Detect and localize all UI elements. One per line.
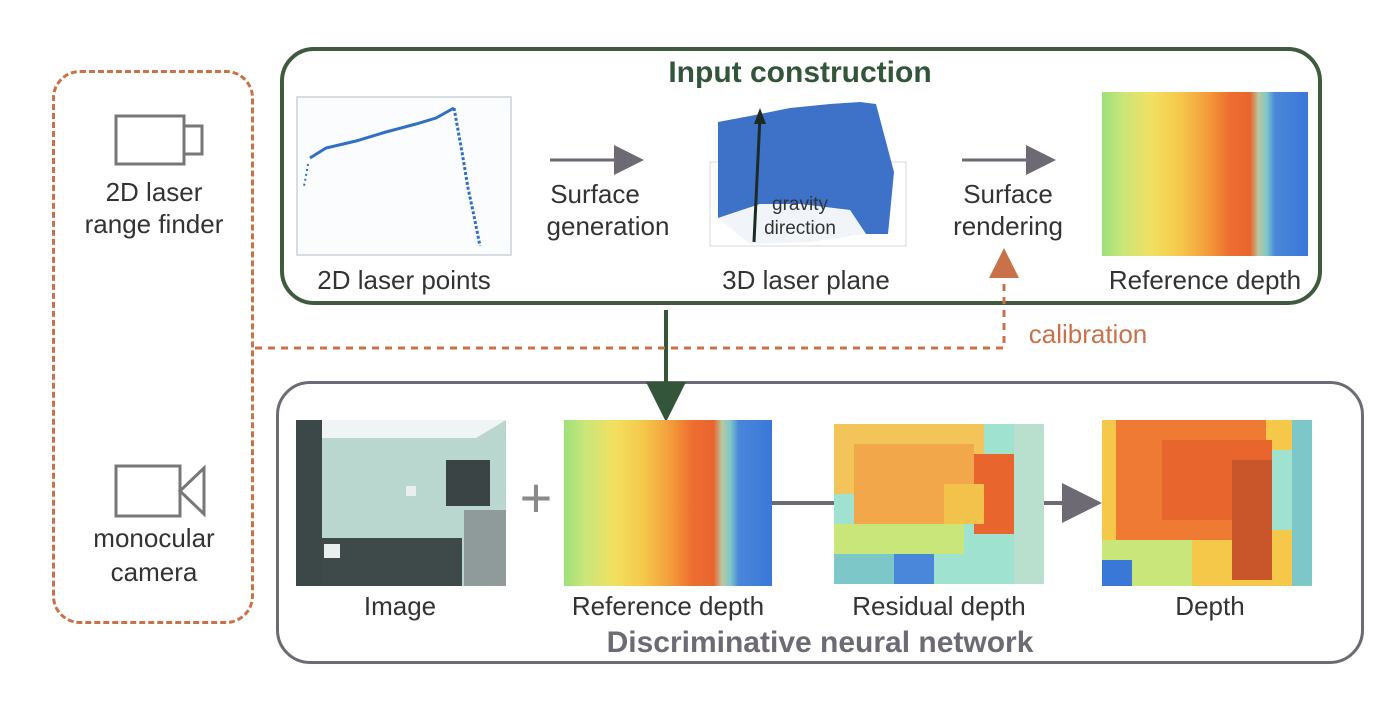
laser-plane-label: 3D laser plane <box>722 265 890 295</box>
depth-label: Depth <box>1175 591 1245 621</box>
laser-range-finder-icon <box>114 114 204 166</box>
neural-network-title: Discriminative neural network <box>606 626 1034 659</box>
laser-plane-plot <box>709 102 907 247</box>
reference-depth-label-bottom: Reference depth <box>571 591 765 621</box>
input-construction-box <box>280 47 1322 305</box>
surface-rendering-line2: rendering <box>953 211 1063 241</box>
image-label: Image <box>363 591 437 621</box>
laser-points-plot <box>296 96 512 256</box>
surface-generation-line2: generation <box>546 211 670 241</box>
depth-image <box>1102 420 1312 586</box>
surface-rendering-line1: Surface <box>963 179 1053 209</box>
calibration-label: calibration <box>1028 319 1148 349</box>
residual-depth-image <box>834 424 1044 584</box>
reference-depth-image-top <box>1102 92 1308 256</box>
camera-label-line2: camera <box>110 557 198 587</box>
laser-label-line2: range finder <box>84 209 224 239</box>
calibration-line <box>255 248 1019 350</box>
neural-network-box <box>276 381 1364 664</box>
reference-depth-image-bottom <box>564 420 772 586</box>
camera-image <box>296 420 506 586</box>
gravity-label-line1: gravity <box>772 194 828 215</box>
residual-depth-label: Residual depth <box>852 591 1026 621</box>
camera-label-line1: monocular <box>93 523 215 553</box>
input-construction-title: Input construction <box>668 56 932 89</box>
reference-depth-label-top: Reference depth <box>1108 265 1302 295</box>
laser-label-line1: 2D laser <box>105 177 203 207</box>
camera-icon <box>114 464 206 518</box>
gravity-label-line2: direction <box>764 218 836 239</box>
sensor-group-box <box>52 70 254 624</box>
plus-symbol: + <box>519 466 553 529</box>
laser-points-label: 2D laser points <box>317 265 491 295</box>
surface-generation-line1: Surface <box>550 179 640 209</box>
